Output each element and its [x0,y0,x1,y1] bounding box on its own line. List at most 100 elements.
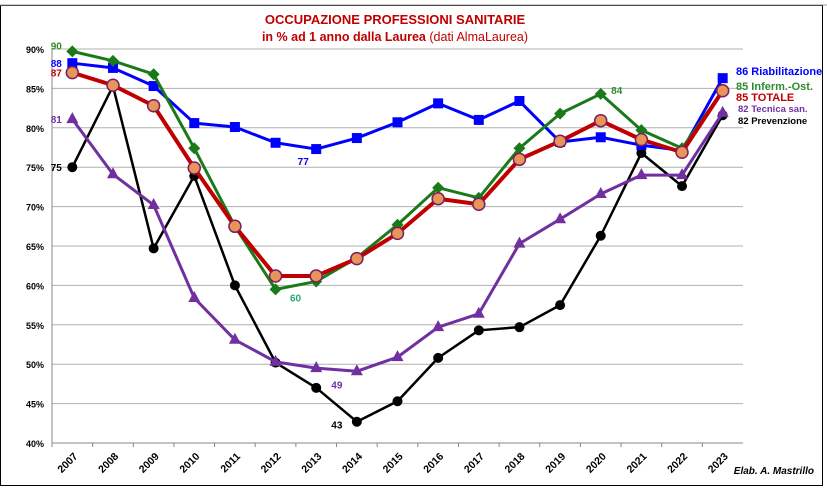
y-tick-label: 90% [26,45,44,55]
data-point-diamond [66,45,79,58]
data-point-square [270,137,281,148]
y-tick-label: 60% [26,281,44,291]
data-point-circle [146,98,161,113]
data-point-triangle [594,186,607,198]
data-point-triangle [310,361,323,373]
data-point-circle [433,352,444,363]
data-point-circle [309,269,323,283]
data-point-circle [473,325,484,336]
data-point-diamond [147,68,160,81]
data-point-square [229,122,240,133]
data-label: 60 [290,293,302,304]
data-label: 84 [611,86,623,97]
y-tick-label: 85% [26,84,44,94]
data-point-circle [187,161,202,175]
data-point-triangle [147,198,160,210]
subtitle-bold: in % ad 1 anno dalla Laurea [262,30,427,44]
data-point-circle [472,197,486,211]
data-point-square [433,98,444,109]
data-point-circle [595,230,606,241]
data-point-triangle [66,112,79,124]
data-point-square [514,96,525,107]
data-point-circle [350,251,364,266]
data-point-circle [268,269,283,283]
end-label: 85 TOTALE [736,92,794,104]
data-point-triangle [269,354,282,366]
data-point-circle [512,152,527,167]
end-label: 86 Riabilitazione [736,66,822,78]
data-point-square [148,81,159,92]
credit-text: Elab. A. Mastrillo [734,466,814,477]
y-tick-label: 65% [26,242,44,252]
data-label: 77 [298,157,310,168]
chart-subtitle: in % ad 1 anno dalla Laurea (dati AlmaLa… [262,30,528,44]
data-label: 43 [331,421,343,432]
y-tick-label: 80% [26,124,44,134]
data-point-diamond [188,142,201,155]
y-tick-label: 50% [26,360,44,370]
subtitle-normal: (dati AlmaLaurea) [429,30,528,44]
data-point-triangle [554,212,567,224]
data-point-circle [555,300,566,311]
data-point-triangle [188,291,201,303]
data-point-square [351,133,362,144]
data-point-triangle [716,105,729,117]
y-tick-label: 45% [26,400,44,410]
data-point-triangle [472,306,485,318]
data-point-triangle [391,350,404,362]
data-point-circle [65,65,80,80]
data-point-circle [634,132,649,147]
data-point-circle [351,416,362,427]
data-point-diamond [554,107,567,120]
data-point-diamond [594,87,607,100]
data-point-triangle [635,168,648,180]
data-point-circle [431,191,445,206]
data-point-square [473,114,484,125]
data-label: 81 [51,115,63,126]
y-tick-label: 70% [26,203,44,213]
data-point-diamond [432,181,445,194]
data-label: 90 [51,41,63,52]
y-tick-label: 75% [26,163,44,173]
data-point-circle [392,396,403,407]
data-point-diamond [269,283,282,296]
data-point-circle [228,219,242,234]
data-point-circle [311,382,322,393]
y-tick-label: 40% [26,439,44,449]
data-point-circle [106,78,120,92]
data-point-triangle [513,236,526,248]
data-point-diamond [635,124,648,137]
data-label: 88 [51,59,63,70]
data-point-diamond [106,54,119,67]
data-point-triangle [676,168,689,180]
data-point-triangle [432,320,445,332]
data-point-triangle [228,332,241,344]
data-point-square [67,58,78,69]
data-label: 49 [331,380,343,391]
data-point-diamond [513,142,526,155]
data-point-circle [675,145,689,159]
data-point-circle [553,134,567,148]
data-point-square [717,73,728,84]
data-point-circle [67,162,78,173]
data-point-circle [715,84,730,98]
data-point-square [311,144,322,155]
end-label: 85 Inferm.-Ost. [736,81,813,93]
data-point-square [392,117,403,128]
end-label: 82 Prevenzione [738,116,807,127]
end-label: 82 Tecnica san. [738,104,808,115]
data-point-triangle [350,364,363,376]
data-label: 87 [51,69,63,80]
data-point-circle [148,243,159,254]
data-point-circle [390,226,405,241]
data-point-circle [636,148,647,159]
data-point-circle [514,322,525,333]
y-tick-label: 55% [26,321,44,331]
data-point-square [189,118,200,129]
data-point-square [107,62,118,73]
chart-title: OCCUPAZIONE PROFESSIONI SANITARIE [265,12,526,27]
data-label: 75 [51,163,63,174]
data-point-square [595,132,606,143]
